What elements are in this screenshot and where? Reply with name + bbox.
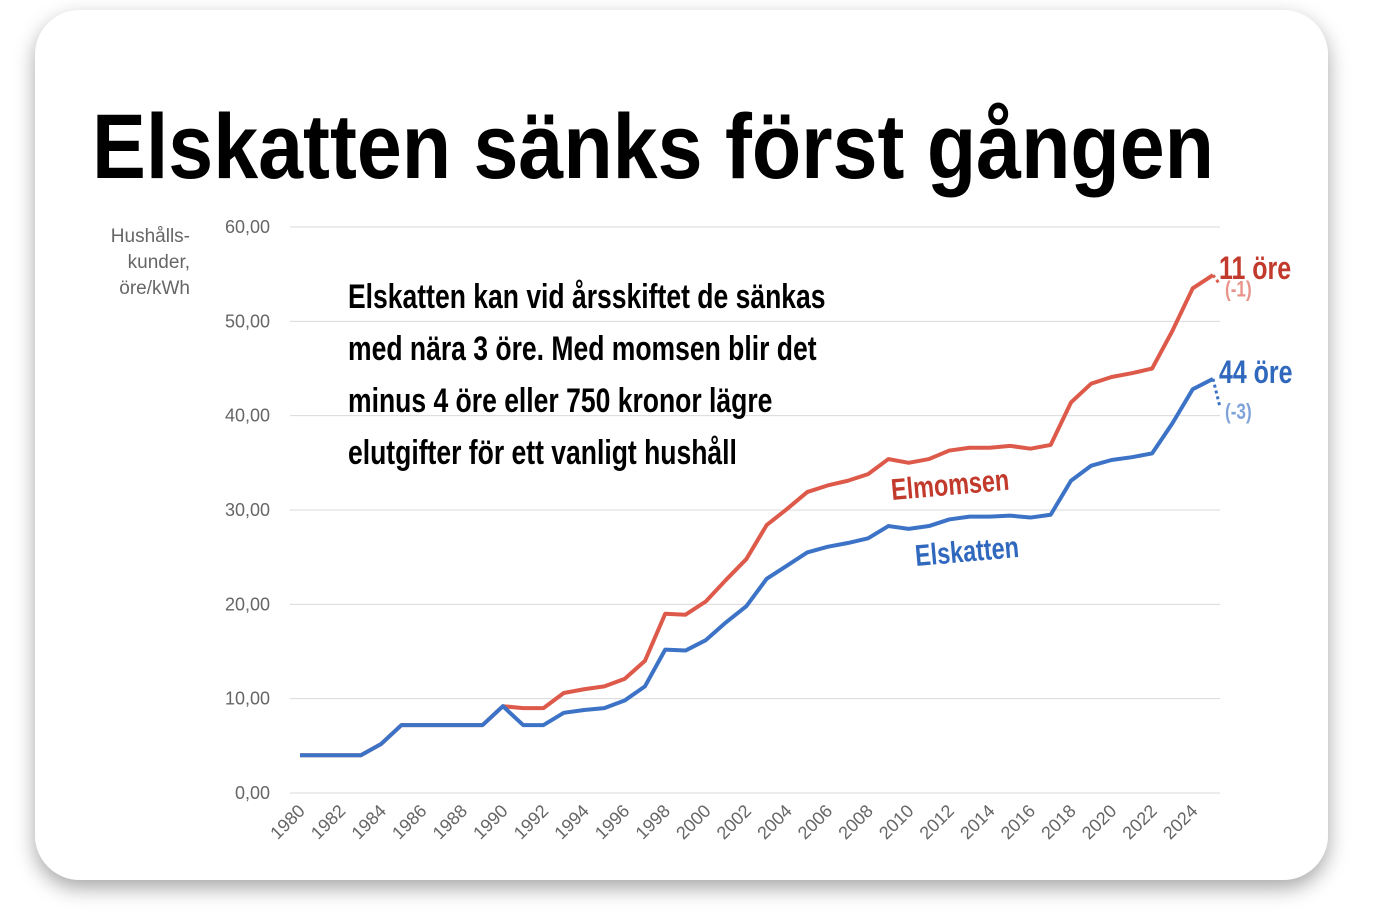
y-tick-label: 10,00	[225, 689, 270, 709]
change-label: (-1)	[1225, 278, 1252, 303]
annotation: Elskatten kan vid årsskiftet de sänkas me…	[348, 278, 826, 472]
chart-title: Elskatten sänks först gången	[92, 96, 1214, 198]
change-line	[1211, 378, 1222, 408]
annotation-line: elutgifter för ett vanligt hushåll	[348, 434, 737, 472]
y-axis-label: Hushålls-	[111, 226, 190, 247]
annotation-line: minus 4 öre eller 750 kronor lägre	[348, 382, 772, 420]
annotation-line: Elskatten kan vid årsskiftet de sänkas	[348, 278, 826, 316]
y-tick-label: 60,00	[225, 217, 270, 237]
end-label-group: 11 öre	[1219, 251, 1291, 287]
change-line	[1211, 274, 1222, 286]
y-axis-label: kunder,	[128, 252, 190, 273]
end-label: 44 öre	[1219, 355, 1293, 391]
series-line	[300, 377, 1214, 758]
y-tick-label: 50,00	[225, 311, 270, 331]
end-label: 11 öre	[1219, 251, 1291, 287]
y-tick-label: 30,00	[225, 500, 270, 520]
y-tick-label: 40,00	[225, 406, 270, 426]
y-axis-label: öre/kWh	[119, 278, 190, 299]
change-label-group: (-3)	[1225, 400, 1252, 425]
change-label-group: (-1)	[1225, 278, 1252, 303]
y-tick-label: 20,00	[225, 594, 270, 614]
end-label-group: 44 öre	[1219, 355, 1293, 391]
y-tick-label: 0,00	[235, 783, 270, 803]
annotation-line: med nära 3 öre. Med momsen blir det	[348, 330, 817, 368]
change-label: (-3)	[1225, 400, 1252, 425]
